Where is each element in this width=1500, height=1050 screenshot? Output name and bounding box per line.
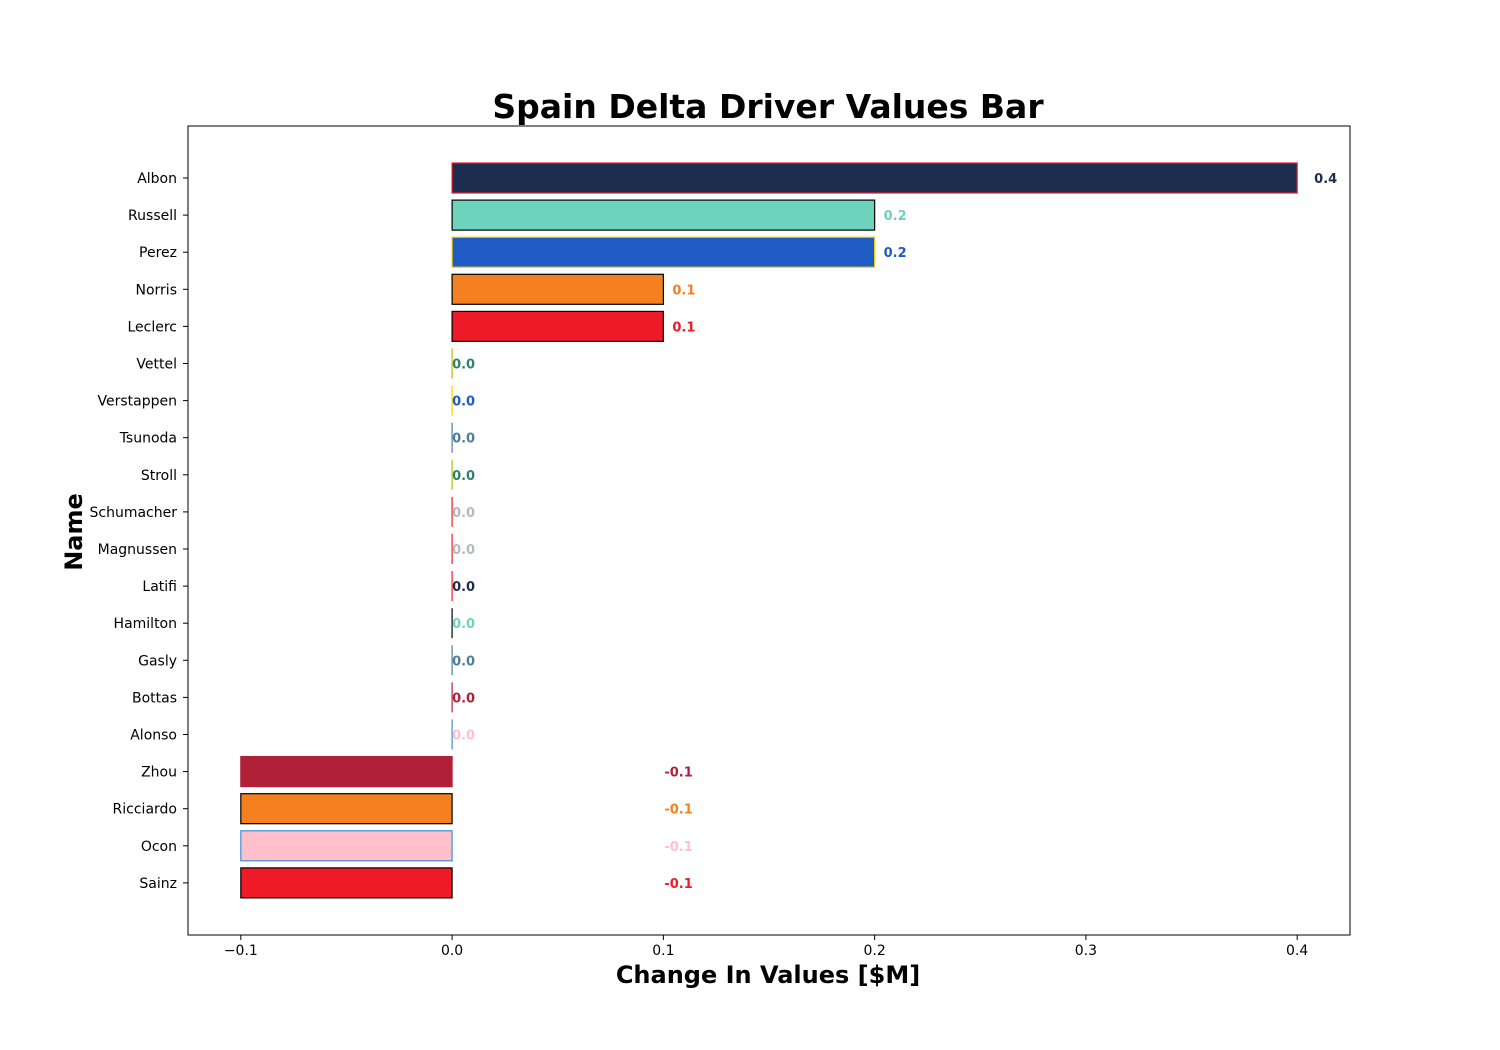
value-label-schumacher: 0.0 [452,506,475,521]
y-tick-label-tsunoda: Tsunoda [119,431,177,447]
x-tick-label: 0.4 [1286,943,1308,959]
bar-russell [451,199,876,231]
plot-area-frame [187,125,1351,936]
x-tick-label: 0.2 [864,943,886,959]
bar-zhou [240,755,453,788]
y-tick-label-verstappen: Verstappen [98,394,177,410]
y-tick-label-gasly: Gasly [138,653,177,669]
value-label-perez: 0.2 [884,246,907,261]
value-label-alonso: 0.0 [452,729,475,744]
value-label-bottas: 0.0 [452,691,475,706]
x-tick-label: 0.0 [441,943,463,959]
value-label-norris: 0.1 [672,283,695,298]
value-label-gasly: 0.0 [452,654,475,669]
value-label-sainz: -0.1 [664,877,692,892]
y-axis-label: Name [60,493,88,571]
y-tick-label-zhou: Zhou [141,765,177,781]
value-label-ricciardo: -0.1 [664,803,692,818]
value-label-russell: 0.2 [884,209,907,224]
value-label-leclerc: 0.1 [672,320,695,335]
y-tick-label-perez: Perez [139,245,177,261]
bar-ricciardo [240,793,453,825]
y-tick-label-norris: Norris [136,282,178,298]
value-labels-layer: 0.4 0.2 0.2 0.1 0.1 0.0 0.0 0.0 0.0 0.0 0.0 0.0 0.0 0… [452,172,1337,892]
value-label-vettel: 0.0 [452,358,475,373]
x-tick-label: 0.1 [652,943,674,959]
y-tick-label-alonso: Alonso [130,728,177,744]
chart-title: Spain Delta Driver Values Bar [492,87,1044,126]
value-label-ocon: -0.1 [664,840,692,855]
value-label-verstappen: 0.0 [452,395,475,410]
y-tick-label-albon: Albon [137,171,177,187]
bar-ocon [240,830,453,862]
y-tick-label-ricciardo: Ricciardo [113,802,177,818]
y-tick-label-leclerc: Leclerc [127,319,177,335]
value-label-hamilton: 0.0 [452,617,475,632]
y-tick-label-vettel: Vettel [136,357,177,373]
value-label-albon: 0.4 [1314,172,1337,187]
value-label-magnussen: 0.0 [452,543,475,558]
y-tick-label-stroll: Stroll [141,468,177,484]
y-tick-label-magnussen: Magnussen [98,542,177,558]
y-axis: Albon Russell Perez Norris Leclerc Vettel Vers… [90,171,188,892]
x-axis: −0.1 0.0 0.1 0.2 0.3 0.4 [224,935,1308,959]
bar-perez [451,236,876,268]
bars-layer [240,162,1298,899]
y-tick-label-latifi: Latifi [142,579,177,595]
value-label-stroll: 0.0 [452,469,475,484]
value-label-tsunoda: 0.0 [452,432,475,447]
value-label-zhou: -0.1 [664,766,692,781]
x-tick-label: 0.3 [1075,943,1097,959]
y-tick-label-bottas: Bottas [132,690,177,706]
y-tick-label-schumacher: Schumacher [90,505,178,521]
bar-norris [451,273,664,305]
bar-leclerc [451,310,664,342]
x-axis-label: Change In Values [$M] [616,961,920,989]
x-tick-label: −0.1 [224,943,258,959]
y-tick-label-russell: Russell [128,208,177,224]
bar-sainz [240,867,453,899]
y-tick-label-ocon: Ocon [141,839,177,855]
y-tick-label-hamilton: Hamilton [114,616,177,632]
value-label-latifi: 0.0 [452,580,475,595]
bar-albon [451,162,1298,194]
y-tick-label-sainz: Sainz [139,876,177,892]
